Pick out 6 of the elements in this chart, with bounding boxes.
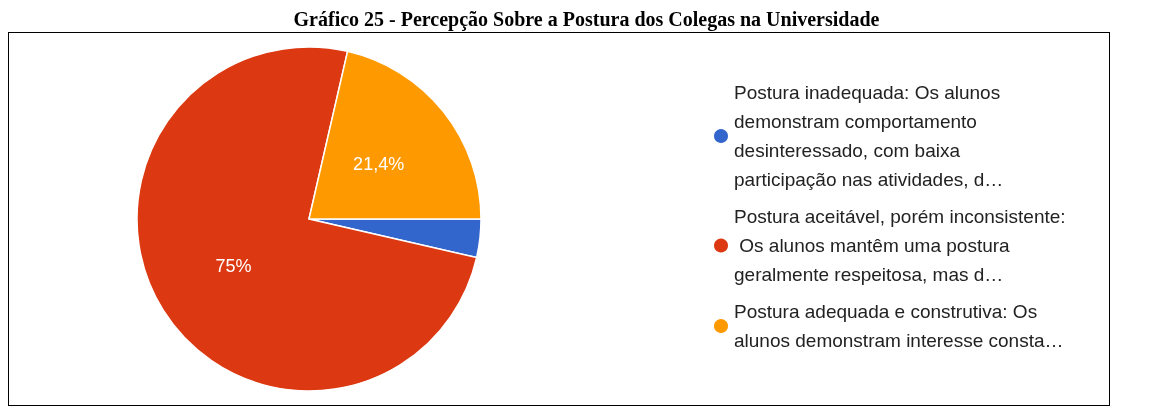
legend-label: Postura inadequada: Os alunos demonstram comportamento desinteressado, com baixa participação nas atividades, d… bbox=[734, 82, 1006, 190]
data-label: 75% bbox=[215, 256, 252, 277]
legend-label: Postura aceitável, porém inconsistente: Os alunos mantêm uma postura geralmente respeitosa, mas d… bbox=[734, 206, 1066, 285]
chart-title: Gráfico 25 - Percepção Sobre a Postura dos Colegas na Universidade bbox=[292, 8, 881, 30]
legend-label: Postura adequada e construtiva: Os alunos demonstram interesse consta… bbox=[734, 301, 1064, 351]
data-label: 21,4% bbox=[353, 153, 405, 174]
